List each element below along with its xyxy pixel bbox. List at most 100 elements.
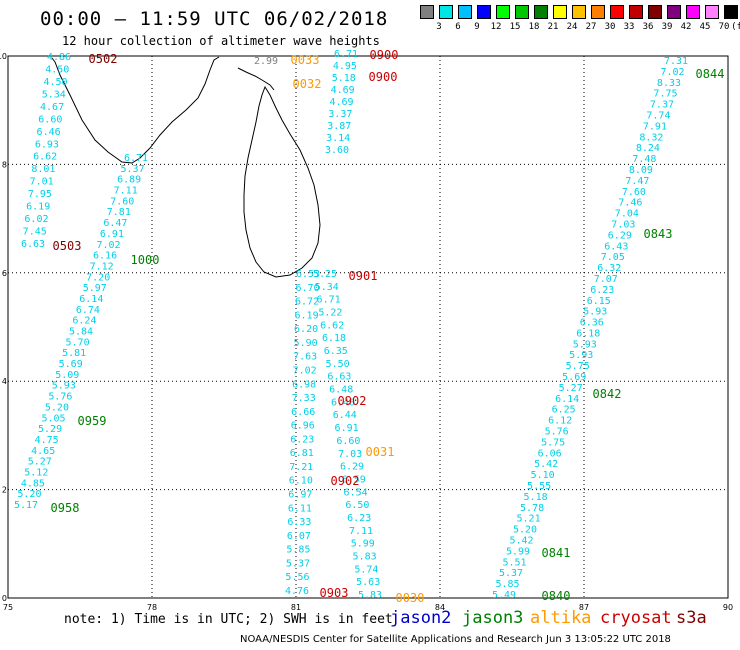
wave-height-value: 6.19 [295, 310, 319, 321]
wave-height-value: 2.99 [254, 56, 278, 67]
wave-height-value: 5.42 [534, 459, 558, 470]
legend-swatch [458, 5, 472, 19]
wave-height-value: 6.32 [597, 263, 621, 274]
legend-label: 15 [509, 22, 521, 32]
wave-height-value: 7.48 [632, 154, 656, 165]
pass-time-label: 0033 [291, 53, 320, 67]
wave-height-value: 7.11 [349, 526, 373, 537]
y-tick-label: 6 [2, 269, 7, 278]
pass-time-label: 0903 [320, 586, 349, 600]
wave-height-value: 7.47 [625, 176, 649, 187]
wave-height-value: 8.33 [657, 78, 681, 89]
legend-label: 70 [718, 22, 730, 32]
pass-time-label: 0900 [370, 48, 399, 62]
wave-height-value: 5.27 [559, 383, 583, 394]
wave-height-value: 4.50 [45, 64, 69, 75]
x-tick-label: 78 [147, 603, 157, 612]
wave-height-value: 5.09 [55, 370, 79, 381]
wave-height-value: 6.66 [291, 407, 315, 418]
wave-height-value: 7.20 [86, 272, 110, 283]
wave-height-value: 6.91 [100, 229, 124, 240]
wave-height-value: 6.62 [320, 320, 344, 331]
wave-height-value: 5.83 [353, 551, 377, 562]
pass-time-label: 0958 [51, 501, 80, 515]
wave-height-value: 5.78 [520, 503, 544, 514]
wave-height-value: 4.65 [31, 446, 55, 457]
wave-height-value: 5.34 [42, 89, 66, 100]
pass-time-label: 0842 [593, 387, 622, 401]
pass-time-label: 0030 [396, 591, 425, 605]
sri-lanka-coastline [243, 85, 321, 278]
pass-time-label: 0032 [293, 77, 322, 91]
wave-height-value: 6.97 [288, 490, 312, 501]
wave-height-value: 4.50 [43, 77, 67, 88]
legend-jason2: jason2 [390, 608, 452, 628]
legend-label: 45 [699, 22, 711, 32]
wave-height-value: 6.46 [37, 127, 61, 138]
wave-height-value: 6.63 [21, 239, 45, 250]
wave-height-value: 7.12 [90, 261, 114, 272]
legend-label: 39 [661, 22, 673, 32]
credit-line: NOAA/NESDIS Center for Satellite Applica… [240, 634, 671, 645]
pass-time-label: 0840 [542, 589, 571, 603]
wave-height-value: 5.93 [569, 350, 593, 361]
wave-height-value: 5.70 [66, 337, 90, 348]
wave-height-value: 5.75 [541, 437, 565, 448]
wave-height-value: 5.90 [294, 338, 318, 349]
wave-height-value: 5.22 [318, 308, 342, 319]
wave-height-value: 6.24 [72, 316, 96, 327]
axis-ticks: 75 78 81 84 87 90 0 2 4 6 8 10 [0, 52, 733, 612]
legend-altika: altika [530, 608, 592, 628]
y-tick-label: 4 [2, 377, 7, 386]
x-tick-label: 90 [723, 603, 733, 612]
wave-height-value: 6.71 [317, 295, 341, 306]
wave-height-value: 4.69 [331, 85, 355, 96]
wave-height-value: 5.29 [38, 424, 62, 435]
wave-height-value: 7.01 [30, 177, 54, 188]
wave-height-value: 6.62 [33, 152, 57, 163]
wave-height-value: 5.69 [59, 359, 83, 370]
x-tick-label: 81 [291, 603, 301, 612]
legend-label: 9 [474, 22, 480, 32]
wave-height-value: 6.18 [576, 328, 600, 339]
wave-height-value: 7.60 [622, 187, 646, 198]
wave-height-value: 7.02 [96, 240, 120, 251]
wave-height-value: 5.85 [286, 545, 310, 556]
wave-height-value: 7.46 [618, 198, 642, 209]
pass-time-label: 0843 [644, 227, 673, 241]
legend-swatch [496, 5, 510, 19]
wave-height-value: 5.76 [48, 392, 72, 403]
wave-height-value: 3.87 [327, 121, 351, 132]
wave-height-value: 5.84 [69, 327, 93, 338]
wave-height-value: 5.75 [566, 361, 590, 372]
wave-height-value: 7.60 [110, 196, 134, 207]
wave-height-value: 6.10 [289, 476, 313, 487]
wave-height-value: 5.69 [562, 372, 586, 383]
legend-label: 36 [642, 22, 654, 32]
wave-height-value: 6.06 [538, 448, 562, 459]
y-tick-label: 2 [2, 486, 7, 495]
wave-height-value: 5.49 [492, 590, 516, 601]
wave-height-value: 6.40 [331, 397, 355, 408]
wave-height-value: 5.76 [545, 427, 569, 438]
map-grid [7, 55, 729, 599]
wave-height-value: 5.81 [62, 348, 86, 359]
wave-height-value: 6.20 [294, 324, 318, 335]
legend-swatch [686, 5, 700, 19]
legend-swatch [629, 5, 643, 19]
wave-height-value: 6.11 [288, 503, 312, 514]
wave-height-value: 5.55 [527, 481, 551, 492]
wave-height-value: 7.95 [28, 189, 52, 200]
footnote: note: 1) Time is in UTC; 2) SWH is in fe… [64, 612, 393, 627]
wave-height-value: 4.76 [285, 586, 309, 597]
legend-label: 42 [680, 22, 692, 32]
wave-height-value: 5.37 [121, 164, 145, 175]
wave-height-value: 6.35 [324, 346, 348, 357]
wave-height-value: 3.14 [326, 133, 350, 144]
wave-height-value: 4.95 [333, 61, 357, 72]
wave-height-value: 7.45 [23, 227, 47, 238]
legend-swatch [477, 5, 491, 19]
wave-height-value: 3.37 [328, 109, 352, 120]
wave-height-value: 7.75 [653, 89, 677, 100]
wave-height-value: 5.05 [41, 413, 65, 424]
